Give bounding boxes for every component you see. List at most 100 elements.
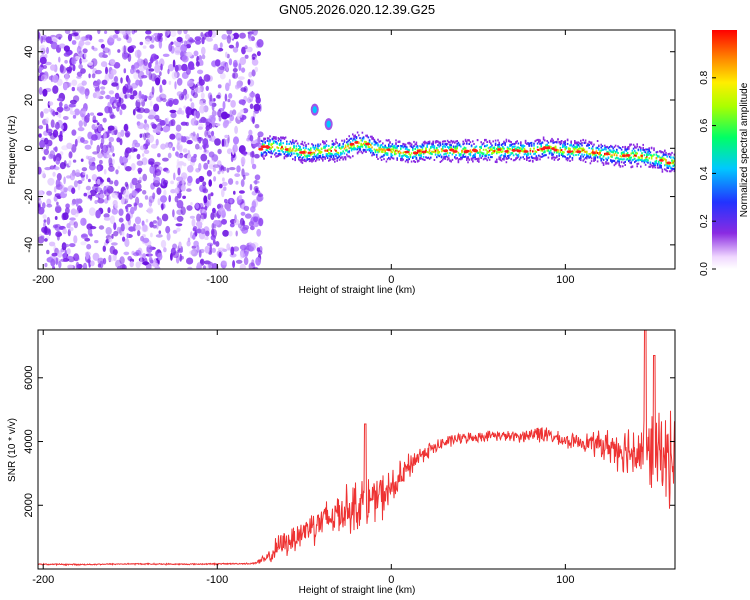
noise-blob: [241, 67, 246, 73]
signal-pixel: [518, 147, 521, 150]
signal-pixel: [371, 137, 373, 140]
noise-blob: [148, 95, 152, 101]
signal-pixel: [575, 146, 577, 149]
noise-blob: [39, 140, 45, 148]
signal-pixel: [600, 146, 602, 149]
signal-pixel: [636, 152, 638, 155]
noise-blob: [228, 44, 234, 49]
signal-pixel: [492, 150, 494, 152]
signal-pixel: [544, 150, 546, 153]
signal-pixel: [343, 156, 346, 159]
noise-blob: [154, 169, 162, 176]
signal-pixel: [283, 137, 286, 139]
noise-blob: [118, 217, 124, 223]
signal-pixel: [347, 155, 349, 158]
noise-blob: [136, 98, 144, 103]
signal-pixel: [292, 140, 294, 143]
noise-blob: [129, 45, 136, 50]
signal-pixel: [484, 157, 486, 160]
signal-pixel: [617, 145, 619, 148]
noise-blob: [80, 241, 87, 246]
spectrogram-x-tick-label: 100: [556, 274, 574, 286]
noise-blob: [71, 86, 76, 92]
noise-blob: [135, 188, 143, 192]
signal-pixel: [590, 142, 593, 145]
signal-pixel: [358, 134, 360, 137]
noise-blob: [208, 151, 215, 158]
noise-blob: [256, 228, 262, 237]
signal-pixel: [481, 155, 484, 158]
signal-pixel: [494, 142, 497, 145]
noise-blob: [64, 59, 68, 64]
signal-pixel: [664, 164, 666, 167]
noise-blob: [113, 230, 119, 237]
noise-blob: [194, 87, 202, 93]
signal-pixel: [287, 150, 289, 153]
signal-pixel: [275, 155, 277, 158]
signal-pixel: [332, 158, 335, 161]
signal-pixel: [374, 141, 377, 144]
signal-pixel: [402, 142, 404, 145]
signal-pixel: [563, 151, 565, 154]
noise-blob: [80, 36, 85, 43]
noise-blob: [77, 180, 83, 184]
signal-pixel: [578, 147, 581, 150]
noise-blob: [160, 143, 167, 150]
noise-blob: [218, 207, 226, 216]
signal-pixel: [419, 154, 421, 157]
signal-pixel: [274, 136, 276, 139]
signal-pixel: [388, 143, 390, 146]
noise-blob: [203, 162, 209, 170]
noise-blob: [251, 69, 256, 77]
noise-blob: [243, 174, 246, 180]
signal-pixel: [380, 150, 383, 153]
noise-blob: [38, 200, 42, 205]
snr-y-tick-label: 2000: [23, 493, 35, 517]
noise-blob: [109, 180, 114, 185]
signal-pixel: [607, 147, 610, 150]
noise-blob: [170, 252, 173, 261]
snr-x-tick-label: 0: [388, 574, 394, 586]
noise-blob: [165, 142, 169, 149]
signal-pixel: [294, 149, 296, 152]
signal-pixel: [601, 161, 604, 164]
signal-pixel: [444, 143, 446, 146]
noise-region: [38, 30, 264, 269]
signal-pixel: [581, 150, 583, 153]
signal-pixel: [631, 152, 634, 154]
signal-pixel: [366, 134, 368, 137]
signal-pixel: [554, 147, 557, 150]
signal-pixel: [626, 152, 629, 154]
noise-blob: [158, 58, 165, 67]
signal-pixel: [347, 145, 349, 148]
signal-pixel: [316, 156, 318, 159]
signal-pixel: [636, 145, 638, 148]
signal-pixel: [446, 142, 449, 145]
noise-blob: [221, 181, 228, 187]
signal-pixel: [517, 154, 520, 157]
signal-pixel: [448, 141, 450, 143]
noise-blob: [176, 227, 181, 232]
signal-pixel: [538, 154, 540, 157]
signal-pixel: [505, 140, 508, 143]
signal-pixel: [410, 152, 413, 155]
noise-blob: [168, 195, 171, 203]
noise-blob: [113, 62, 121, 69]
noise-blob: [111, 130, 115, 136]
signal-pixel: [266, 149, 269, 152]
noise-blob: [142, 45, 147, 49]
noise-blob: [162, 157, 169, 162]
signal-pixel: [270, 150, 272, 153]
signal-pixel: [493, 150, 496, 153]
signal-pixel: [659, 166, 661, 169]
signal-pixel: [462, 147, 464, 150]
signal-pixel: [277, 139, 280, 142]
noise-blob: [46, 216, 51, 226]
signal-pixel: [655, 159, 658, 162]
signal-pixel: [560, 152, 563, 155]
signal-pixel: [386, 152, 389, 155]
signal-pixel: [349, 137, 352, 140]
signal-pixel: [460, 145, 462, 148]
signal-pixel: [511, 145, 514, 148]
noise-blob: [250, 225, 255, 231]
